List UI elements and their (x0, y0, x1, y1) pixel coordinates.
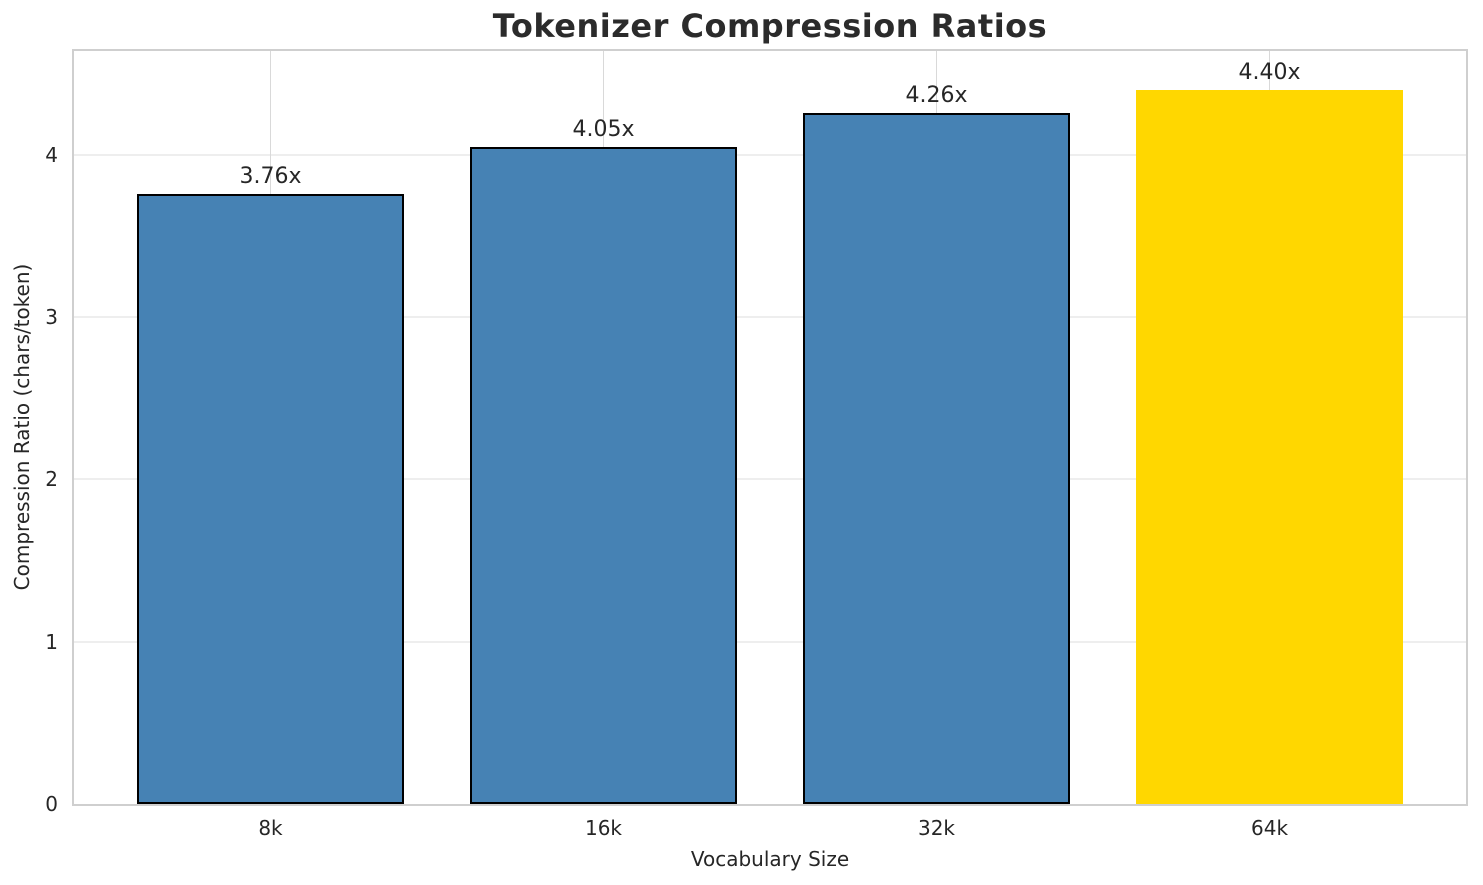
bar (803, 112, 1070, 804)
x-tick-label: 32k (917, 816, 956, 840)
y-tick-label: 3 (45, 305, 58, 330)
chart-title: Tokenizer Compression Ratios (492, 7, 1048, 45)
x-tick-label: 8k (258, 816, 283, 840)
y-tick-label: 2 (45, 467, 58, 492)
bar (470, 146, 737, 804)
bar-value-label: 4.05x (572, 116, 635, 142)
x-tick-label: 16k (584, 816, 622, 840)
x-tick-label: 64k (1251, 816, 1289, 840)
h-gridline (74, 478, 1466, 481)
y-tick-label: 1 (45, 629, 58, 654)
bar (137, 193, 404, 804)
h-gridline (74, 316, 1466, 319)
bar-value-label: 4.40x (1238, 59, 1301, 85)
bar-value-label: 4.26x (905, 82, 968, 108)
h-gridline (74, 153, 1466, 156)
y-tick-label: 4 (45, 142, 58, 167)
bar-value-label: 3.76x (239, 163, 302, 189)
y-tick-label: 0 (45, 792, 58, 816)
x-axis-label: Vocabulary Size (690, 847, 850, 871)
bar (1136, 89, 1403, 804)
h-gridline (74, 640, 1466, 643)
plot-area: 3.76x 4.05x 4.26x 4.40x (72, 49, 1468, 806)
